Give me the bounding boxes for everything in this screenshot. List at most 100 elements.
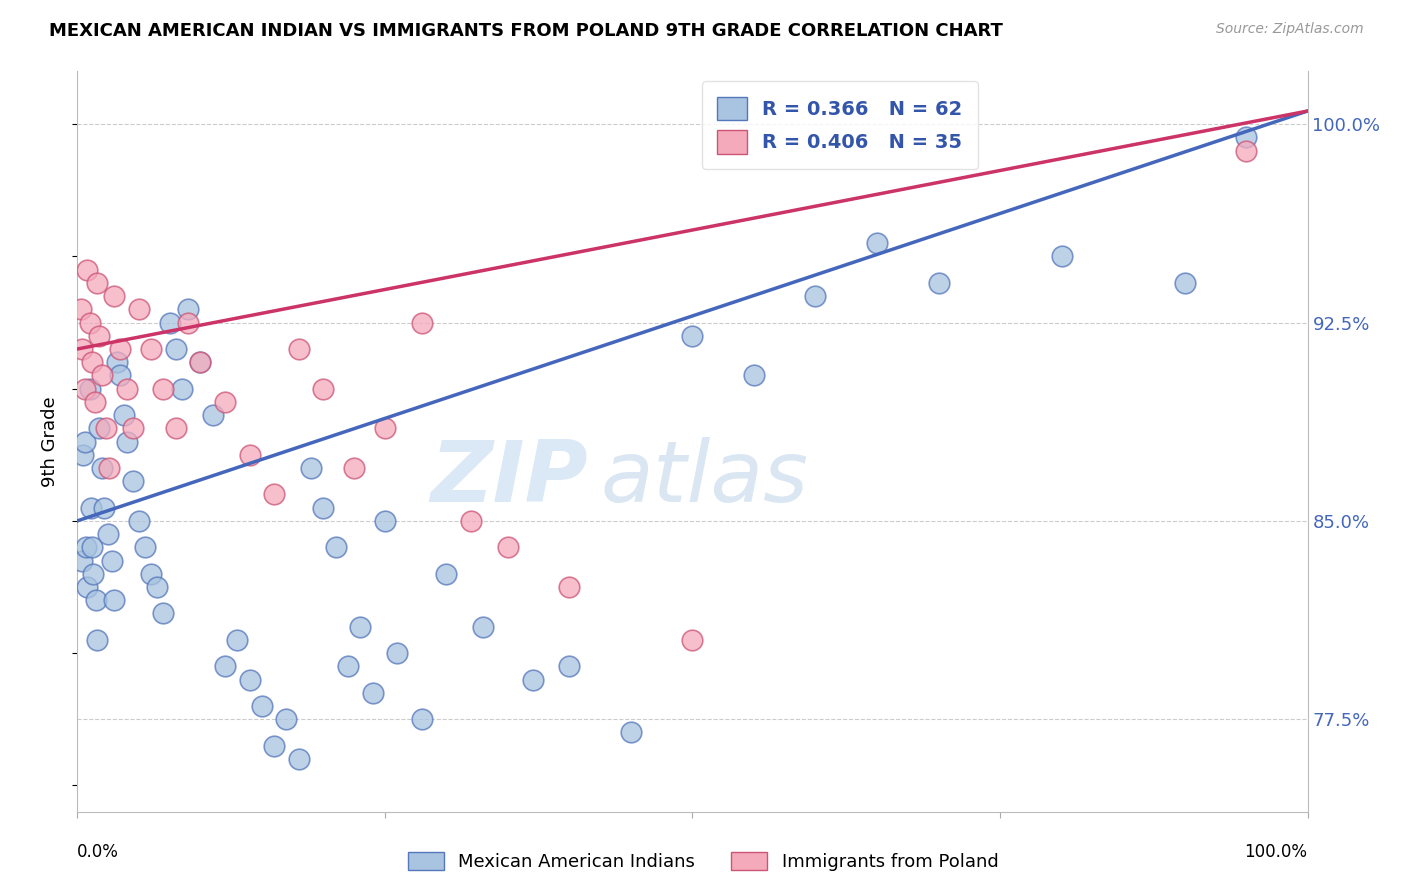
- Point: [1234, 144, 1257, 158]
- Point: [141, 342, 163, 356]
- Point: [1234, 130, 1257, 145]
- Point: [105, 355, 128, 369]
- Point: [80, 500, 103, 515]
- Point: [134, 541, 156, 555]
- Point: [558, 659, 581, 673]
- Point: [72, 448, 94, 462]
- Point: [128, 514, 150, 528]
- Point: [866, 236, 889, 251]
- Point: [325, 541, 347, 555]
- Point: [73, 434, 96, 449]
- Point: [112, 408, 135, 422]
- Legend: Mexican American Indians, Immigrants from Poland: Mexican American Indians, Immigrants fro…: [401, 845, 1005, 879]
- Point: [288, 752, 311, 766]
- Text: ZIP: ZIP: [430, 437, 588, 520]
- Point: [177, 302, 200, 317]
- Point: [263, 739, 285, 753]
- Point: [411, 316, 433, 330]
- Point: [73, 382, 96, 396]
- Point: [94, 421, 117, 435]
- Point: [115, 434, 138, 449]
- Point: [337, 659, 360, 673]
- Point: [159, 316, 181, 330]
- Point: [312, 382, 335, 396]
- Point: [374, 421, 396, 435]
- Point: [103, 593, 125, 607]
- Point: [804, 289, 827, 303]
- Point: [146, 580, 169, 594]
- Point: [110, 342, 132, 356]
- Point: [121, 474, 143, 488]
- Point: [70, 342, 93, 356]
- Point: [70, 302, 93, 317]
- Point: [496, 541, 519, 555]
- Point: [190, 355, 212, 369]
- Point: [250, 698, 273, 713]
- Point: [152, 382, 174, 396]
- Point: [411, 712, 433, 726]
- Point: [79, 316, 101, 330]
- Point: [152, 607, 174, 621]
- Point: [682, 632, 704, 647]
- Point: [97, 527, 120, 541]
- Point: [98, 461, 121, 475]
- Legend: R = 0.366   N = 62, R = 0.406   N = 35: R = 0.366 N = 62, R = 0.406 N = 35: [702, 81, 979, 169]
- Point: [165, 342, 187, 356]
- Point: [361, 686, 384, 700]
- Point: [103, 289, 125, 303]
- Text: Source: ZipAtlas.com: Source: ZipAtlas.com: [1216, 22, 1364, 37]
- Point: [128, 302, 150, 317]
- Point: [76, 580, 98, 594]
- Point: [742, 368, 765, 383]
- Text: atlas: atlas: [600, 437, 808, 520]
- Point: [214, 659, 236, 673]
- Point: [239, 673, 262, 687]
- Point: [201, 408, 224, 422]
- Point: [276, 712, 298, 726]
- Y-axis label: 9th Grade: 9th Grade: [41, 396, 59, 487]
- Point: [82, 355, 104, 369]
- Text: 0.0%: 0.0%: [77, 843, 120, 861]
- Point: [522, 673, 544, 687]
- Point: [374, 514, 396, 528]
- Point: [70, 553, 93, 567]
- Text: MEXICAN AMERICAN INDIAN VS IMMIGRANTS FROM POLAND 9TH GRADE CORRELATION CHART: MEXICAN AMERICAN INDIAN VS IMMIGRANTS FR…: [49, 22, 1002, 40]
- Point: [86, 632, 108, 647]
- Point: [299, 461, 322, 475]
- Point: [83, 395, 105, 409]
- Point: [214, 395, 236, 409]
- Point: [115, 382, 138, 396]
- Point: [90, 461, 114, 475]
- Point: [263, 487, 285, 501]
- Point: [76, 262, 98, 277]
- Point: [93, 500, 115, 515]
- Point: [79, 382, 101, 396]
- Point: [170, 382, 193, 396]
- Point: [472, 620, 495, 634]
- Point: [101, 553, 124, 567]
- Point: [86, 276, 108, 290]
- Point: [1174, 276, 1197, 290]
- Point: [312, 500, 335, 515]
- Point: [177, 316, 200, 330]
- Point: [349, 620, 371, 634]
- Point: [89, 421, 111, 435]
- Point: [436, 566, 458, 581]
- Point: [84, 593, 107, 607]
- Point: [288, 342, 311, 356]
- Point: [90, 368, 114, 383]
- Point: [110, 368, 132, 383]
- Point: [928, 276, 950, 290]
- Point: [558, 580, 581, 594]
- Point: [141, 566, 163, 581]
- Point: [75, 541, 97, 555]
- Point: [121, 421, 143, 435]
- Text: 100.0%: 100.0%: [1244, 843, 1308, 861]
- Point: [82, 566, 104, 581]
- Point: [190, 355, 212, 369]
- Point: [387, 646, 409, 660]
- Point: [1050, 250, 1073, 264]
- Point: [165, 421, 187, 435]
- Point: [620, 725, 643, 739]
- Point: [682, 328, 704, 343]
